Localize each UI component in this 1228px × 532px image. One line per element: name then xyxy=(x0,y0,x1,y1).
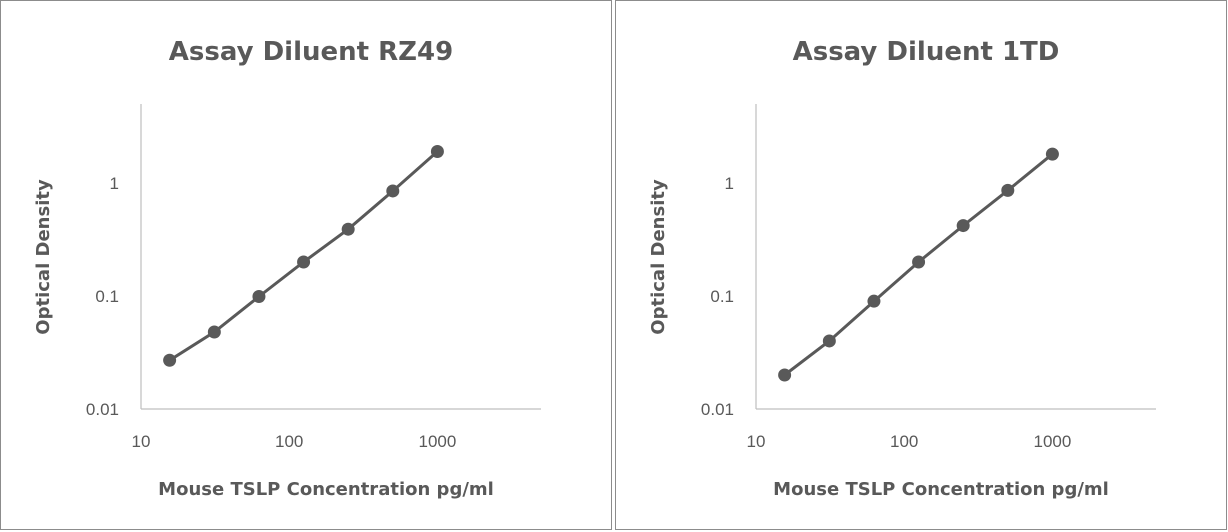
y-tick-label: 0.1 xyxy=(710,287,734,306)
chart-title: Assay Diluent RZ49 xyxy=(169,37,453,67)
data-point xyxy=(956,219,970,233)
chart-1td: Assay Diluent 1TD 0.01 0.1 1 10 100 1000 Mouse … xyxy=(648,37,1156,500)
chart-panel-1td: Assay Diluent 1TD 0.01 0.1 1 10 100 1000 Mouse … xyxy=(615,0,1227,530)
y-axis-label: Optical Density xyxy=(33,179,54,335)
x-axis-label: Mouse TSLP Concentration pg/ml xyxy=(773,479,1109,500)
x-tick-label: 1000 xyxy=(1033,432,1071,451)
x-tick-label: 100 xyxy=(275,432,303,451)
data-point xyxy=(1045,147,1059,161)
chart-rz49: Assay Diluent RZ49 0.01 0.1 1 10 100 1000 Mouse… xyxy=(33,37,541,500)
chart-panel-rz49: Assay Diluent RZ49 0.01 0.1 1 10 100 1000 Mouse… xyxy=(0,0,612,530)
data-point xyxy=(430,144,444,158)
x-tick-label: 10 xyxy=(747,432,766,451)
data-point xyxy=(163,353,177,367)
x-tick-label: 10 xyxy=(132,432,151,451)
data-point xyxy=(1001,183,1015,197)
data-point xyxy=(207,325,221,339)
data-point xyxy=(867,294,881,308)
y-axis-label: Optical Density xyxy=(648,179,669,335)
data-point xyxy=(778,368,792,382)
x-tick-label: 100 xyxy=(890,432,918,451)
y-tick-label: 1 xyxy=(725,174,734,193)
y-tick-label: 0.1 xyxy=(95,287,119,306)
y-tick-label: 0.01 xyxy=(86,400,119,419)
x-tick-label: 1000 xyxy=(418,432,456,451)
data-point xyxy=(822,334,836,348)
data-point xyxy=(297,255,311,269)
x-axis-label: Mouse TSLP Concentration pg/ml xyxy=(158,479,494,500)
data-point xyxy=(912,255,926,269)
data-point xyxy=(252,289,266,303)
chart-title: Assay Diluent 1TD xyxy=(793,37,1060,67)
y-tick-label: 0.01 xyxy=(701,400,734,419)
data-point xyxy=(341,222,355,236)
y-tick-label: 1 xyxy=(110,174,119,193)
data-point xyxy=(386,184,400,198)
